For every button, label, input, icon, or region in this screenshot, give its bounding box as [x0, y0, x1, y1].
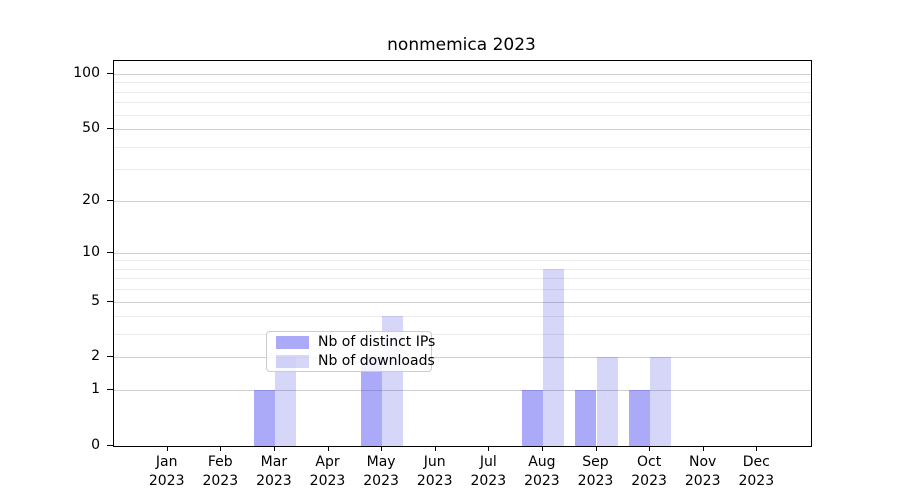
bar-distinct-ips	[521, 390, 543, 446]
gridline-minor	[114, 146, 811, 148]
y-tick-mark	[107, 356, 113, 358]
legend-item-downloads: Nb of downloads	[276, 353, 435, 369]
gridline-minor	[114, 114, 811, 116]
x-tick-mark	[273, 446, 275, 451]
gridline-minor	[114, 334, 811, 336]
gridline-minor	[114, 260, 811, 262]
legend-label-downloads: Nb of downloads	[318, 352, 435, 369]
y-tick-label: 50	[82, 120, 100, 136]
x-tick-mark	[541, 446, 543, 451]
y-tick-label: 2	[91, 348, 100, 365]
legend-label-distinct-ips: Nb of distinct IPs	[318, 333, 436, 350]
y-tick-label: 1	[91, 381, 100, 398]
y-tick-mark	[107, 389, 113, 391]
y-tick-label: 20	[82, 191, 100, 208]
chart-title: nonmemica 2023	[387, 35, 536, 55]
x-tick-mark	[595, 446, 597, 451]
gridline-major	[114, 390, 811, 392]
x-tick-label: Feb 2023	[202, 454, 239, 489]
x-tick-mark	[702, 446, 704, 451]
x-tick-label: Jul 2023	[470, 454, 507, 489]
x-tick-mark	[649, 446, 651, 451]
legend-item-distinct-ips: Nb of distinct IPs	[276, 334, 435, 350]
gridline-minor	[114, 316, 811, 318]
gridline-major	[114, 200, 811, 202]
gridline-minor	[114, 278, 811, 280]
gridline-minor	[114, 82, 811, 84]
legend: Nb of distinct IPs Nb of downloads	[266, 331, 435, 372]
x-tick-label: Aug 2023	[524, 454, 560, 489]
y-tick-mark	[107, 300, 113, 302]
x-tick-label: Jun 2023	[416, 454, 453, 489]
gridline-major	[114, 301, 811, 303]
y-tick-label: 5	[91, 292, 100, 309]
x-tick-label: Jan 2023	[148, 454, 185, 489]
x-tick-mark	[434, 446, 436, 451]
gridline-major	[114, 252, 811, 254]
bar-distinct-ips	[628, 390, 651, 446]
x-tick-label: Mar 2023	[256, 454, 292, 489]
x-tick-label: May 2023	[363, 454, 399, 489]
gridline-minor	[114, 169, 811, 171]
legend-swatch-distinct-ips	[276, 335, 309, 349]
x-tick-label: Dec 2023	[738, 454, 775, 489]
gridline-major	[114, 357, 811, 359]
legend-swatch-downloads	[276, 354, 309, 368]
bar-distinct-ips	[575, 390, 597, 446]
plot-area	[113, 60, 812, 447]
gridline-major	[114, 129, 811, 130]
bar-distinct-ips	[360, 357, 383, 446]
gridline-minor	[114, 268, 811, 270]
x-tick-mark	[381, 446, 383, 451]
y-tick-mark	[107, 251, 113, 253]
y-tick-mark	[107, 445, 113, 446]
x-tick-mark	[327, 446, 329, 451]
gridline-minor	[114, 102, 811, 104]
x-tick-label: Sep 2023	[577, 454, 614, 489]
y-tick-label: 0	[91, 437, 100, 453]
y-tick-mark	[107, 199, 113, 201]
bar-distinct-ips	[253, 390, 275, 446]
x-tick-mark	[220, 446, 222, 451]
y-tick-mark	[107, 72, 113, 74]
x-tick-mark	[756, 446, 758, 451]
x-tick-mark	[166, 446, 168, 451]
x-tick-mark	[488, 446, 490, 451]
bar-downloads	[274, 357, 297, 446]
gridline-minor	[114, 289, 811, 291]
bar-downloads	[596, 357, 618, 446]
y-tick-label: 100	[73, 64, 100, 81]
gridline-major	[114, 73, 811, 75]
bar-downloads	[542, 268, 565, 446]
bar-downloads	[650, 357, 672, 446]
x-tick-label: Apr 2023	[309, 454, 346, 489]
x-tick-label: Oct 2023	[631, 454, 667, 489]
y-tick-mark	[107, 128, 113, 129]
gridline-minor	[114, 91, 811, 93]
y-tick-label: 10	[82, 243, 100, 260]
x-tick-label: Nov 2023	[684, 454, 721, 489]
